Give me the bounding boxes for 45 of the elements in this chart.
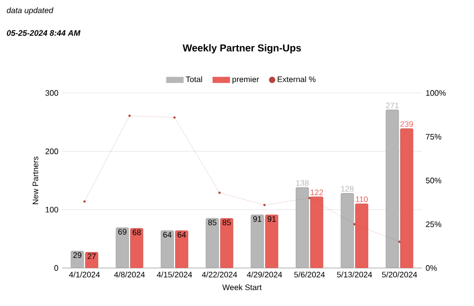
chart-title: Weekly Partner Sign-Ups	[182, 44, 301, 54]
point	[173, 116, 176, 119]
data-label: 68	[132, 230, 141, 236]
y-tick-label: 0	[54, 265, 58, 271]
y-tick-label: 200	[46, 148, 58, 154]
x-tick-label: 5/6/2024	[294, 272, 325, 278]
y2-tick-label: 75%	[426, 134, 442, 140]
data-label: 128	[341, 186, 354, 192]
x-tick-label: 4/8/2024	[114, 272, 145, 278]
x-tick-label: 5/13/2024	[337, 272, 372, 278]
point	[308, 196, 311, 200]
x-tick-label: 4/15/2024	[156, 272, 192, 278]
x-tick-label: 5/20/2024	[382, 272, 418, 278]
legend-label: External %	[278, 76, 316, 82]
data-label: 85	[208, 220, 216, 226]
y-tick-label: 100	[46, 206, 58, 212]
data-label: 27	[88, 253, 96, 260]
x-tick-label: 4/1/2024	[69, 272, 100, 278]
data-label: 85	[222, 220, 231, 226]
data-label: 29	[73, 252, 82, 258]
data-label: 239	[400, 121, 413, 127]
legend-label: premier	[232, 76, 259, 84]
data-label: 91	[268, 216, 276, 222]
x-tick-label: 4/22/2024	[202, 272, 238, 278]
y-tick-label: 300	[45, 90, 58, 96]
text: 05-25-2024 8:44 AM	[6, 30, 80, 36]
data-label: 271	[386, 102, 399, 108]
data-label: 110	[356, 196, 368, 202]
data-label: 91	[253, 216, 262, 222]
y2-tick-label: 50%	[426, 178, 442, 184]
data-label: 122	[310, 190, 323, 196]
text: data updated	[6, 7, 54, 15]
point	[263, 204, 266, 206]
x-tick-label: 4/29/2024	[246, 272, 282, 278]
y-axis-title: New Partners	[32, 156, 38, 204]
x-axis-title: Week Start	[222, 284, 262, 290]
y2-tick-label: 0%	[426, 265, 437, 271]
legend-label: Total	[186, 76, 202, 82]
data-label: 64	[178, 232, 186, 238]
data-label: 138	[296, 180, 309, 186]
y2-tick-label: 100%	[426, 90, 446, 96]
data-label: 69	[118, 228, 126, 235]
data-label: 64	[163, 232, 172, 238]
point	[83, 200, 86, 203]
y2-tick-label: 25%	[426, 221, 442, 228]
